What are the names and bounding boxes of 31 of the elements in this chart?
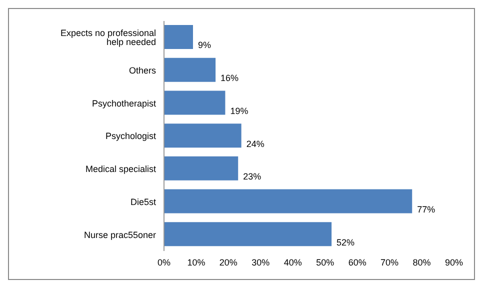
bar	[164, 25, 193, 49]
y-tick-label: Psychotherapist	[92, 98, 156, 108]
x-tick-label: 40%	[284, 257, 302, 268]
y-tick-label: Psychologist	[105, 131, 156, 142]
x-tick-label: 10%	[187, 257, 206, 268]
x-tick-label: 60%	[348, 257, 366, 268]
x-tick-label: 80%	[412, 257, 431, 268]
x-tick-label: 30%	[252, 257, 270, 268]
bar	[164, 90, 226, 115]
data-label: 19%	[230, 106, 248, 116]
y-tick-label: Nurse prac55oner	[84, 230, 156, 240]
x-tick-label: 20%	[219, 257, 238, 268]
bar	[164, 222, 332, 246]
x-tick-label: 90%	[444, 257, 464, 268]
x-tick-label: 70%	[380, 257, 399, 268]
data-label: 16%	[220, 73, 239, 84]
data-label: 23%	[243, 172, 262, 182]
data-label: 24%	[246, 138, 264, 149]
bar	[164, 156, 238, 180]
y-tick-label: Expects no professional help needed	[60, 28, 156, 48]
y-tick-label: Others	[128, 65, 156, 76]
x-tick-label: 0%	[157, 257, 171, 268]
y-tick-label: Die5st	[130, 196, 156, 207]
bar	[164, 189, 412, 214]
data-label: 77%	[417, 204, 436, 214]
bar	[164, 58, 216, 82]
x-tick-label: 50%	[316, 257, 334, 268]
y-tick-label: Medical specialist	[85, 164, 156, 174]
data-label: 9%	[198, 40, 212, 50]
bar	[164, 124, 242, 148]
data-label: 52%	[336, 237, 355, 248]
